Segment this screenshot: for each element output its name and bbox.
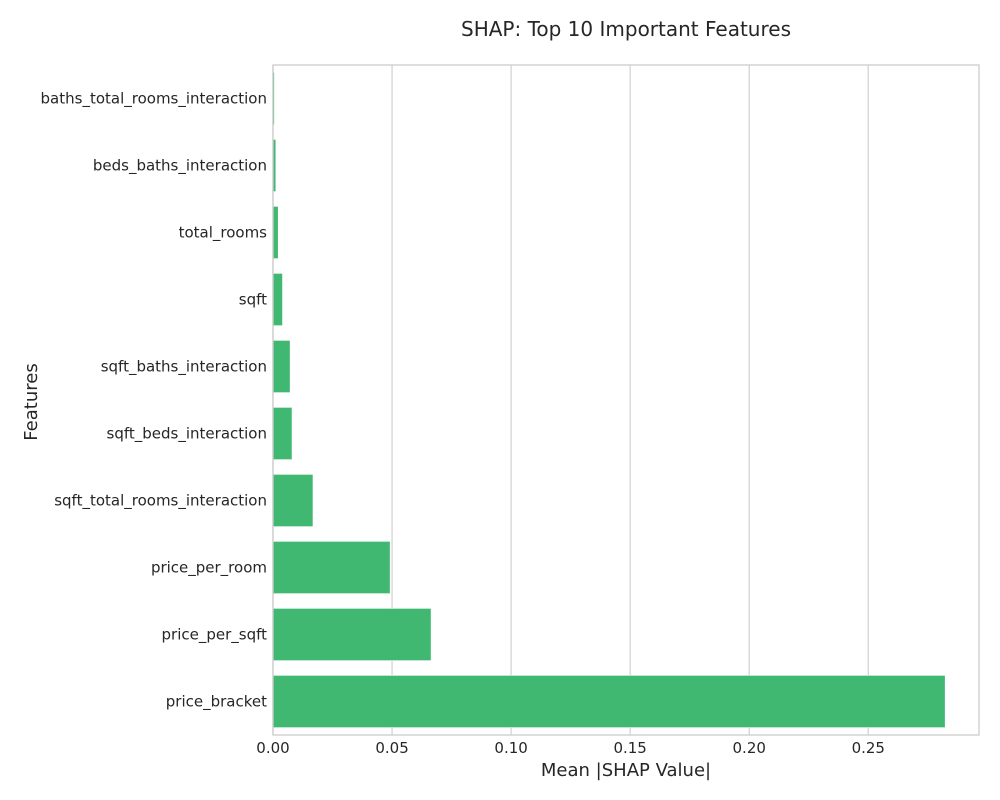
y-tick-label: sqft_baths_interaction <box>101 358 267 377</box>
bar-sqft <box>272 273 283 326</box>
x-axis-title: Mean |SHAP Value| <box>541 760 711 781</box>
bar-sqft-baths-interaction <box>272 340 291 393</box>
x-tick-label: 0.00 <box>256 739 289 757</box>
y-tick-label: sqft_beds_interaction <box>107 425 267 444</box>
x-tick-label: 0.25 <box>852 739 885 757</box>
plot-frame <box>272 64 980 736</box>
bars <box>272 72 946 728</box>
bar-price-per-sqft <box>272 608 432 661</box>
bar-total-rooms <box>272 206 279 259</box>
y-tick-label: baths_total_rooms_interaction <box>41 90 267 109</box>
y-tick-label: sqft_total_rooms_interaction <box>54 492 267 511</box>
y-axis-title: Features <box>21 363 42 440</box>
x-tick-label: 0.15 <box>613 739 646 757</box>
x-tick-label: 0.10 <box>494 739 527 757</box>
bar-sqft-total-rooms-interaction <box>272 474 314 527</box>
x-tick-label: 0.20 <box>733 739 766 757</box>
chart-title: SHAP: Top 10 Important Features <box>461 17 791 41</box>
bar-price-per-room <box>272 541 391 594</box>
bar-price-bracket <box>272 675 946 728</box>
y-tick-label: price_per_sqft <box>162 626 268 645</box>
y-tick-label: total_rooms <box>179 224 268 243</box>
x-tick-label: 0.05 <box>375 739 408 757</box>
x-tick-labels: 0.00 0.05 0.10 0.15 0.20 0.25 <box>256 739 885 757</box>
y-tick-label: price_per_room <box>151 559 267 578</box>
y-tick-label: beds_baths_interaction <box>93 157 267 176</box>
y-tick-label: sqft <box>239 291 267 309</box>
bar-sqft-beds-interaction <box>272 407 293 460</box>
y-tick-labels: baths_total_rooms_interaction beds_baths_… <box>41 90 268 712</box>
y-tick-label: price_bracket <box>166 693 267 712</box>
